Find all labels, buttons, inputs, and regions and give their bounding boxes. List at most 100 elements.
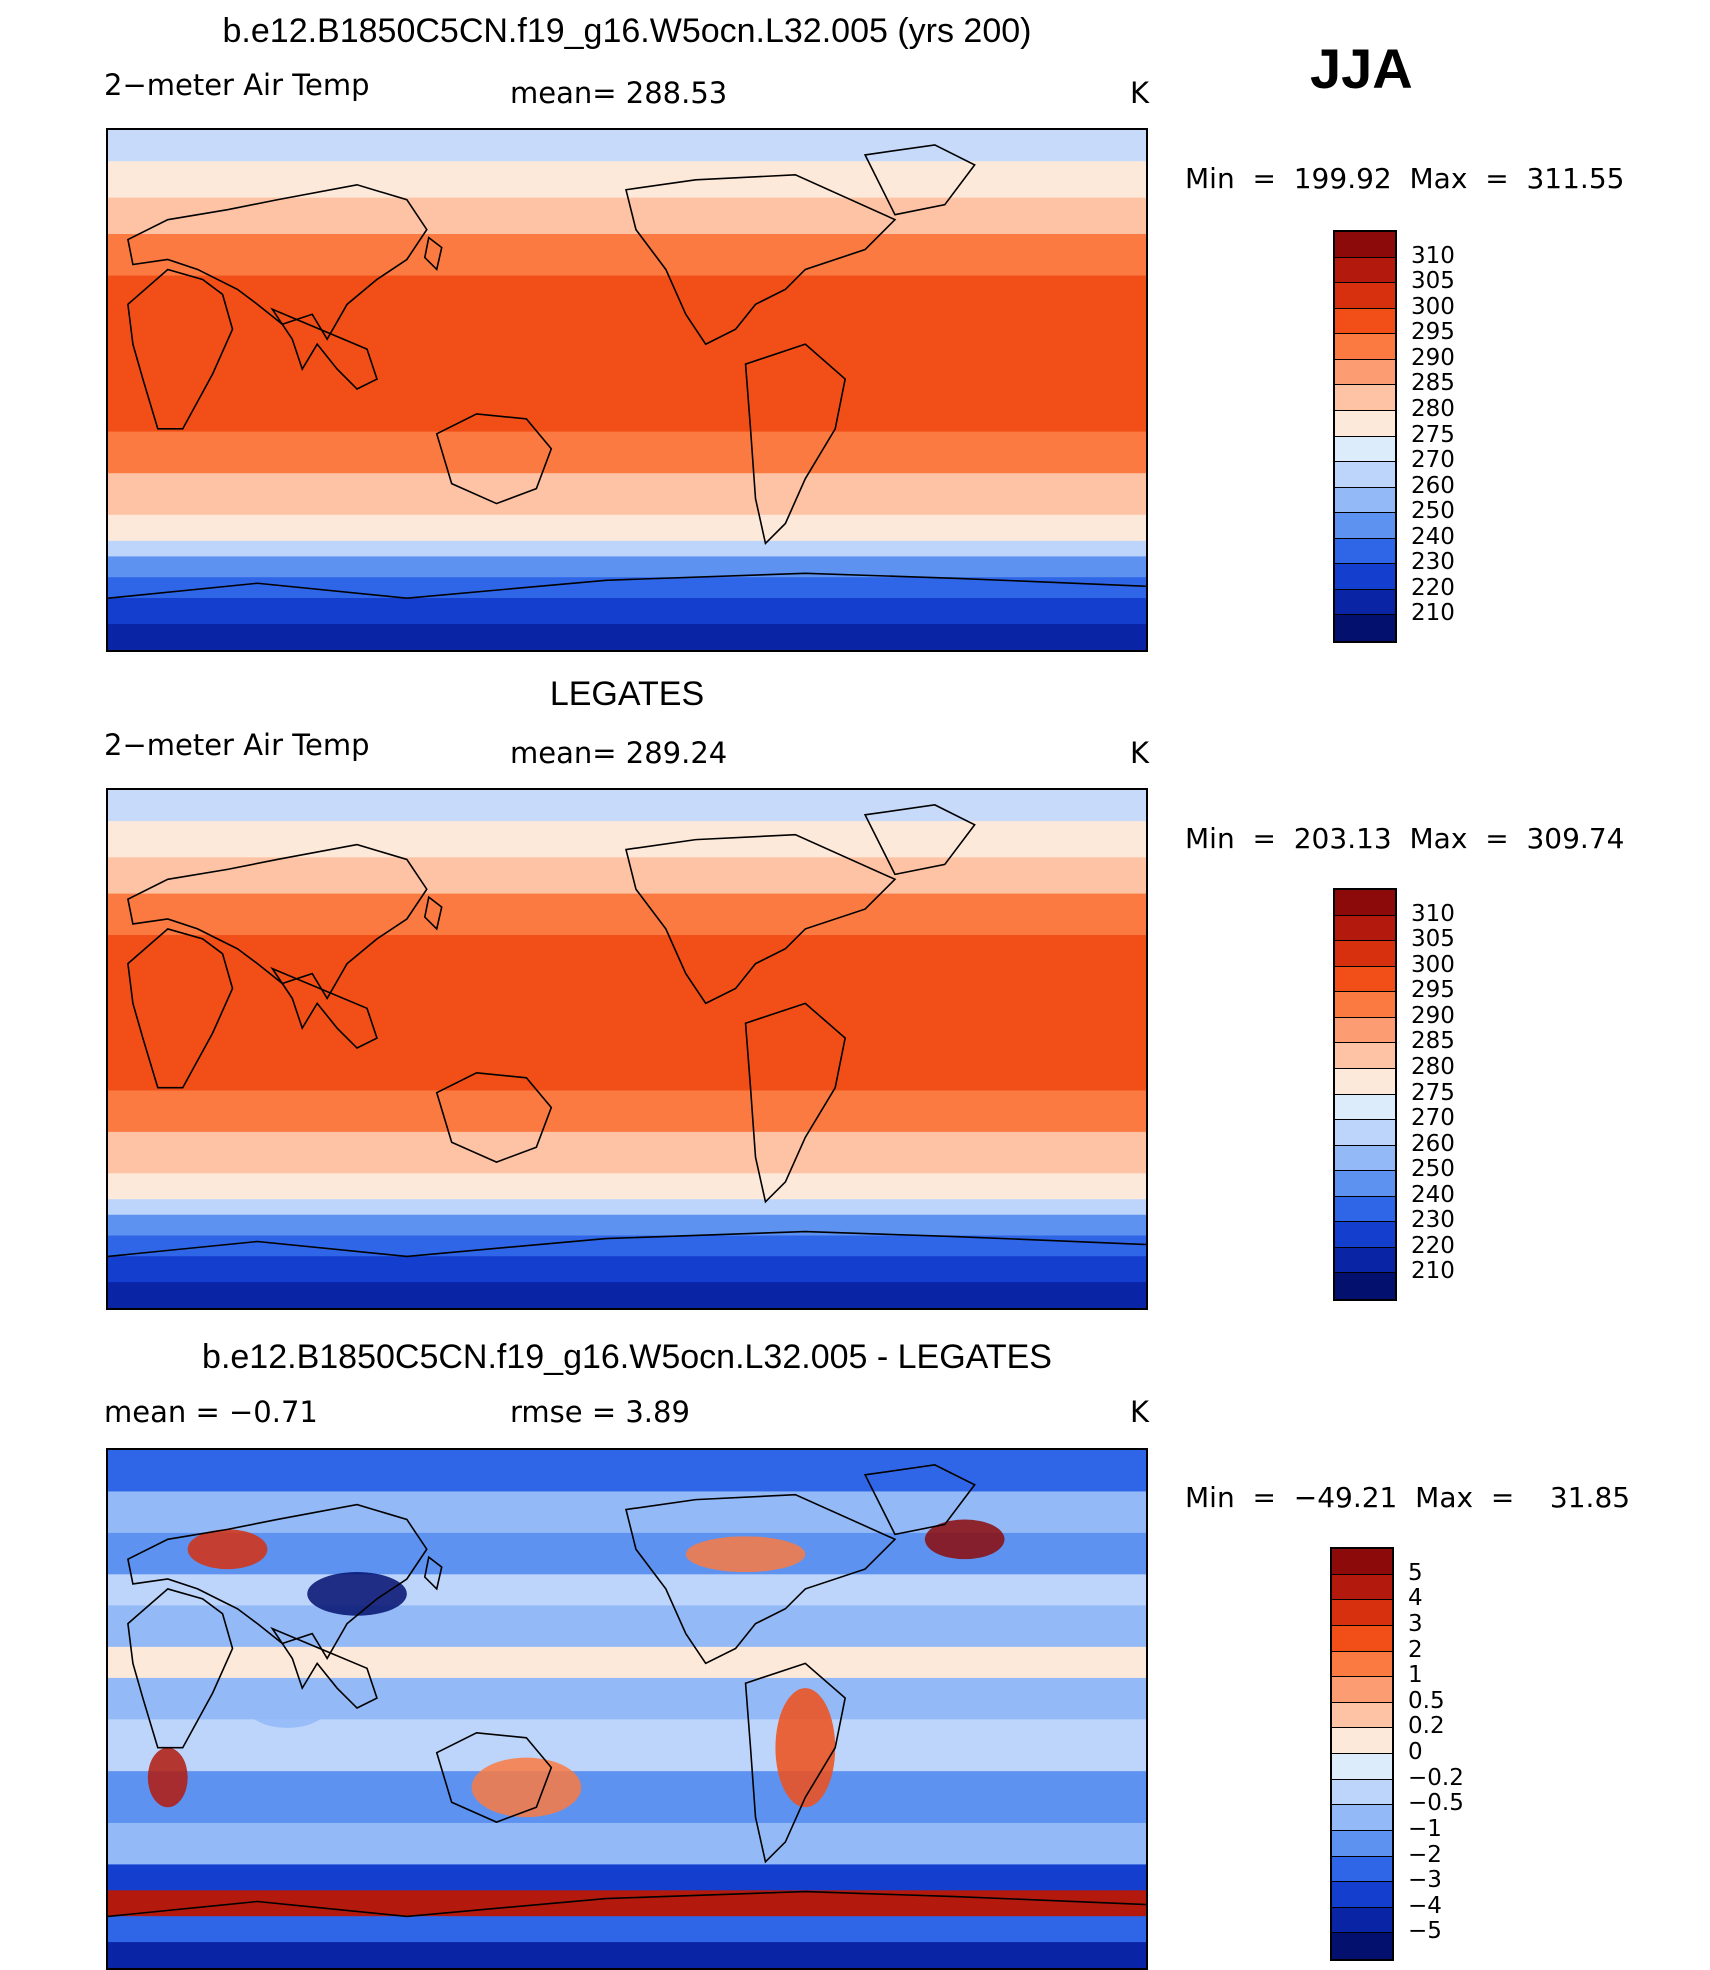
colorbar-label: 3 <box>1408 1610 1423 1637</box>
field-band <box>108 431 1146 475</box>
field-band <box>108 1942 1146 1968</box>
colorbar-label: 305 <box>1411 926 1455 953</box>
panel-3-mean: mean = −0.71 <box>104 1395 318 1429</box>
field-band <box>108 1450 1146 1493</box>
field-band <box>108 1646 1146 1679</box>
coastline <box>425 238 442 270</box>
colorbar-swatch <box>1335 538 1395 565</box>
coastline <box>437 414 552 504</box>
colorbar-swatch <box>1335 915 1395 942</box>
colorbar-swatch <box>1335 992 1395 1018</box>
colorbar-swatch <box>1335 257 1395 284</box>
colorbar-label: 210 <box>1411 600 1455 627</box>
panel-3-units: K <box>1130 1395 1150 1429</box>
colorbar-swatch <box>1332 1907 1392 1934</box>
colorbar-swatch <box>1332 1830 1392 1857</box>
colorbar-label: 275 <box>1411 1079 1455 1106</box>
field-band <box>108 935 1146 1092</box>
colorbar-label: 260 <box>1411 1130 1455 1157</box>
colorbar-swatch <box>1335 436 1395 463</box>
colorbar-label: 305 <box>1411 268 1455 295</box>
coastline <box>626 835 895 1004</box>
coastline <box>128 185 427 339</box>
colorbar-swatch <box>1335 283 1395 309</box>
colorbar-label: −0.2 <box>1408 1764 1464 1791</box>
coastline <box>626 1495 895 1664</box>
field-band <box>108 1890 1146 1918</box>
panel-1-units: K <box>1130 76 1150 110</box>
panel-1-title: b.e12.B1850C5CN.f19_g16.W5ocn.L32.005 (y… <box>222 12 1032 50</box>
panel-2-colorbar <box>1333 888 1397 1301</box>
coastline <box>425 1557 442 1589</box>
field-band <box>108 514 1146 542</box>
colorbar-label: −0.5 <box>1408 1790 1464 1817</box>
field-band <box>108 473 1146 516</box>
panel-2-title: LEGATES <box>549 675 705 713</box>
coastline <box>746 1003 846 1201</box>
colorbar-label: 250 <box>1411 498 1455 525</box>
field-band <box>108 1214 1146 1237</box>
panel-2-variable: 2−meter Air Temp <box>104 728 370 762</box>
field-band <box>108 1574 1146 1607</box>
colorbar-swatch <box>1332 1677 1392 1703</box>
field-band <box>108 275 1146 433</box>
field-band <box>108 1131 1146 1175</box>
field-band <box>108 1719 1146 1773</box>
colorbar-swatch <box>1335 334 1395 360</box>
colorbar-label: −4 <box>1408 1892 1442 1919</box>
field-band <box>108 1916 1146 1944</box>
colorbar-swatch <box>1332 1651 1392 1678</box>
field-band <box>108 234 1146 277</box>
field-band <box>108 540 1146 558</box>
panel-1-map <box>106 128 1148 652</box>
colorbar-swatch <box>1332 1702 1392 1729</box>
field-band <box>108 893 1146 937</box>
panel-1-colorbar <box>1333 230 1397 643</box>
coastline <box>128 929 233 1088</box>
season-label: JJA <box>1310 37 1413 100</box>
colorbar-label: 240 <box>1411 1181 1455 1208</box>
field-band <box>108 624 1146 650</box>
colorbar-swatch <box>1335 1068 1395 1095</box>
field-band <box>108 857 1146 895</box>
colorbar-label: 230 <box>1411 1207 1455 1234</box>
colorbar-label: 4 <box>1408 1585 1423 1612</box>
colorbar-swatch <box>1335 941 1395 967</box>
colorbar-swatch <box>1335 1043 1395 1069</box>
colorbar-swatch <box>1335 1196 1395 1223</box>
colorbar-swatch <box>1335 359 1395 386</box>
colorbar-swatch <box>1335 308 1395 335</box>
colorbar-swatch <box>1335 487 1395 514</box>
coastline <box>437 1073 552 1162</box>
colorbar-swatch <box>1335 1247 1395 1274</box>
coastline <box>437 1733 552 1822</box>
coastline <box>128 1589 233 1748</box>
colorbar-label: 280 <box>1411 1053 1455 1080</box>
colorbar-label: 290 <box>1411 344 1455 371</box>
colorbar-label: 0 <box>1408 1739 1423 1765</box>
field-anomaly <box>147 1747 188 1808</box>
panel-2-units: K <box>1130 736 1150 770</box>
colorbar-swatch <box>1335 1017 1395 1044</box>
coastline <box>128 1505 427 1659</box>
panel-3-rmse: rmse = 3.89 <box>510 1395 690 1429</box>
coastline <box>865 1465 975 1534</box>
colorbar-label: 290 <box>1411 1002 1455 1029</box>
field-band <box>108 1282 1146 1308</box>
colorbar-label: 260 <box>1411 472 1455 499</box>
colorbar-label: 1 <box>1408 1662 1423 1689</box>
panel-1-minmax: Min = 199.92 Max = 311.55 <box>1185 162 1625 195</box>
colorbar-swatch <box>1332 1600 1392 1626</box>
colorbar-label: 295 <box>1411 319 1455 346</box>
colorbar-swatch <box>1332 1856 1392 1883</box>
panel-3-map <box>106 1448 1148 1970</box>
coastline <box>108 1232 1146 1257</box>
colorbar-swatch <box>1335 385 1395 411</box>
coastline <box>425 897 442 929</box>
map-field <box>108 790 1146 1308</box>
colorbar-label: 230 <box>1411 549 1455 576</box>
colorbar-swatch <box>1335 1171 1395 1197</box>
colorbar-label: 310 <box>1411 242 1455 269</box>
coastline <box>272 969 377 1048</box>
colorbar-swatch <box>1332 1933 1392 1959</box>
